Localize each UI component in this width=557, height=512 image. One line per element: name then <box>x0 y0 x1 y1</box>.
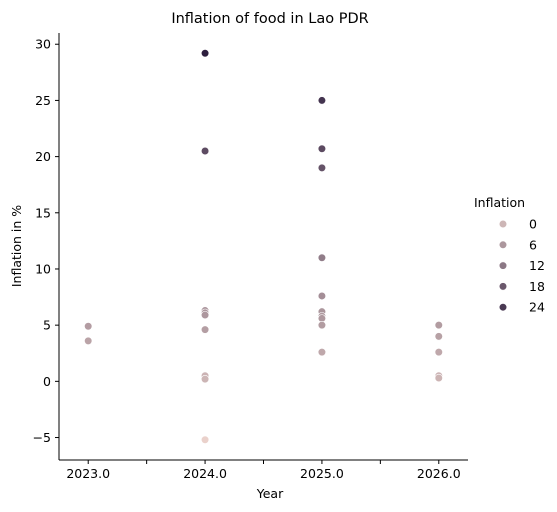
data-point <box>200 310 210 320</box>
y-tick-label: 25 <box>35 93 51 108</box>
data-point <box>317 253 327 262</box>
data-point <box>317 321 327 330</box>
x-tick-label: 2026.0 <box>417 466 461 481</box>
data-point <box>434 332 443 341</box>
legend-marker <box>498 240 508 249</box>
data-point <box>200 325 210 334</box>
legend-label: 24 <box>529 300 545 315</box>
data-point <box>200 146 210 156</box>
y-tick-label: 10 <box>35 261 51 276</box>
data-point <box>317 163 327 172</box>
legend-label: 6 <box>529 237 537 252</box>
data-point <box>84 336 93 345</box>
data-point <box>200 49 210 58</box>
y-tick-label: −5 <box>33 430 51 445</box>
legend-marker <box>498 261 508 270</box>
legend-marker <box>498 303 508 312</box>
x-tick-label: 2024.0 <box>183 466 227 481</box>
chart-title: Inflation of food in Lao PDR <box>171 11 368 27</box>
y-tick-label: 5 <box>43 318 51 333</box>
legend-label: 18 <box>529 279 545 294</box>
data-point <box>434 321 443 330</box>
y-tick-label: 30 <box>35 37 51 52</box>
data-point <box>200 435 210 444</box>
y-tick-label: 20 <box>35 149 51 164</box>
x-axis-label: Year <box>256 486 284 501</box>
x-tick-label: 2025.0 <box>300 466 344 481</box>
data-point <box>200 374 210 384</box>
data-point <box>84 322 93 331</box>
y-tick-label: 15 <box>35 205 51 220</box>
x-axis-ticks: 2023.0 2024.0 2025.0 2026.0 <box>66 460 461 481</box>
legend: Inflation 0 6 12 18 24 <box>474 195 545 315</box>
plot-area <box>84 49 443 444</box>
x-tick-label: 2023.0 <box>66 466 110 481</box>
y-tick-label: 0 <box>43 374 51 389</box>
legend-label: 12 <box>529 258 545 273</box>
data-point <box>434 348 443 357</box>
legend-label: 0 <box>529 217 537 232</box>
y-axis-label: Inflation in % <box>9 205 24 287</box>
legend-title: Inflation <box>474 195 525 210</box>
legend-marker <box>498 219 508 229</box>
data-point <box>317 348 327 357</box>
y-axis-ticks: −5 0 5 10 15 20 25 30 <box>33 37 59 445</box>
data-point <box>317 144 327 153</box>
data-point <box>317 96 327 105</box>
legend-marker <box>498 282 508 291</box>
data-point <box>434 373 443 383</box>
data-point <box>317 291 327 301</box>
